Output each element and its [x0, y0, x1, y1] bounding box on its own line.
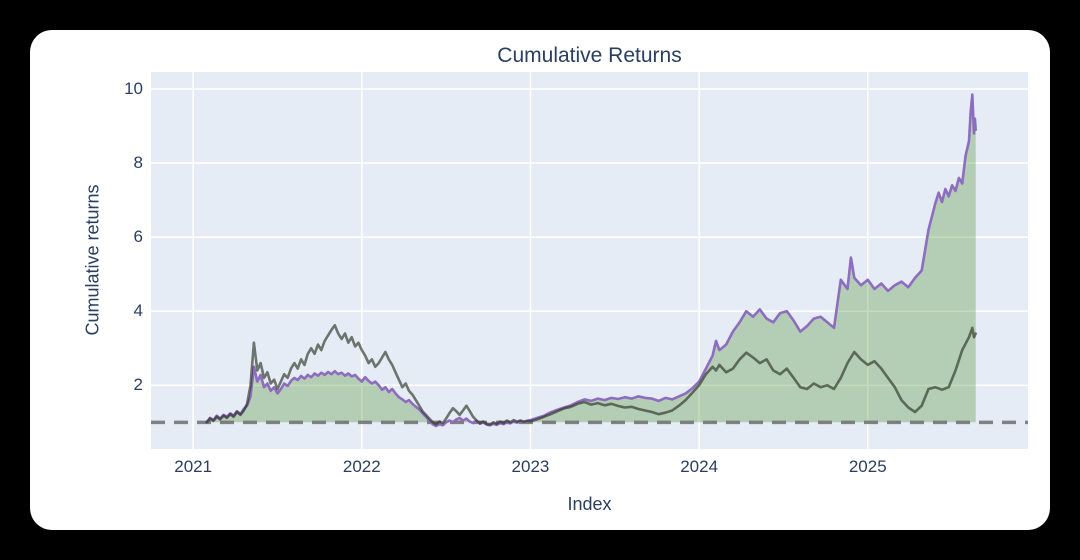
x-tick-label: 2024 [680, 457, 719, 476]
y-tick-label: 4 [133, 301, 143, 321]
x-axis-title: Index [567, 494, 612, 514]
y-tick-label: 10 [124, 79, 143, 99]
benchmark-cumulative-return-line [205, 323, 978, 426]
x-tick-label: 2025 [848, 457, 887, 476]
chart-title: Cumulative Returns [497, 44, 682, 67]
y-tick-label: 6 [133, 227, 143, 247]
y-tick-label: 2 [133, 375, 143, 395]
x-tick-label: 2022 [342, 457, 381, 476]
strategy-cumulative-return-area [206, 94, 976, 426]
plot-background [151, 72, 1028, 449]
x-tick-label: 2023 [511, 457, 550, 476]
y-tick-label: 8 [133, 153, 143, 173]
x-tick-label: 2021 [174, 457, 213, 476]
